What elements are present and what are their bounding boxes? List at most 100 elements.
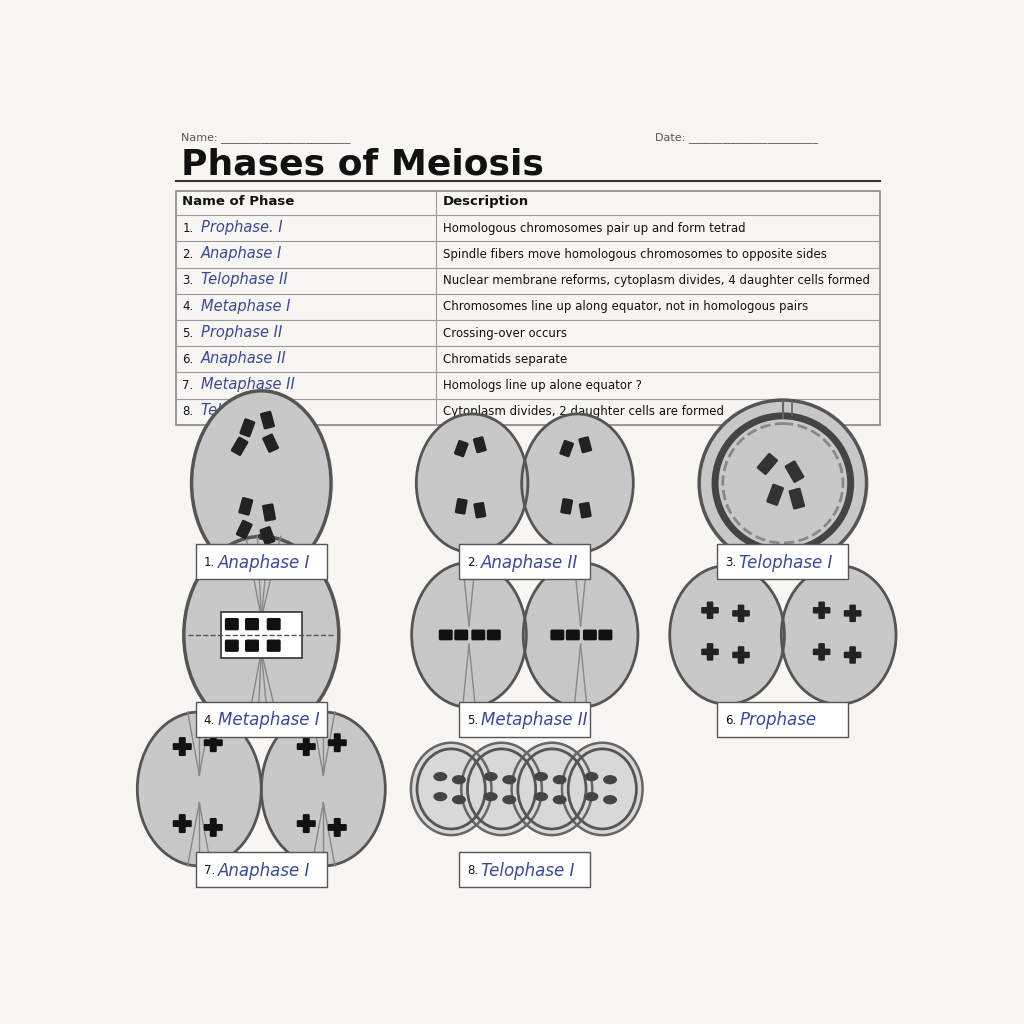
Text: 8.: 8. bbox=[467, 864, 478, 877]
FancyBboxPatch shape bbox=[297, 743, 315, 750]
FancyBboxPatch shape bbox=[245, 640, 259, 652]
Text: Metaphase I: Metaphase I bbox=[217, 712, 319, 729]
Text: Phases of Meiosis: Phases of Meiosis bbox=[180, 147, 544, 181]
Ellipse shape bbox=[535, 772, 548, 781]
Text: Anaphase II: Anaphase II bbox=[201, 351, 287, 366]
FancyBboxPatch shape bbox=[473, 436, 486, 454]
Text: Name: _______________________: Name: _______________________ bbox=[180, 132, 350, 143]
Ellipse shape bbox=[503, 775, 516, 784]
Text: 4.: 4. bbox=[204, 714, 215, 727]
FancyBboxPatch shape bbox=[266, 618, 281, 631]
FancyBboxPatch shape bbox=[732, 610, 750, 616]
FancyBboxPatch shape bbox=[737, 604, 744, 623]
Ellipse shape bbox=[261, 712, 385, 866]
Ellipse shape bbox=[535, 792, 548, 801]
FancyBboxPatch shape bbox=[844, 651, 861, 658]
FancyBboxPatch shape bbox=[179, 737, 185, 756]
Text: Telophase I: Telophase I bbox=[201, 403, 284, 419]
FancyBboxPatch shape bbox=[455, 498, 468, 515]
Ellipse shape bbox=[521, 414, 633, 553]
Ellipse shape bbox=[483, 772, 498, 781]
FancyBboxPatch shape bbox=[230, 436, 249, 456]
Ellipse shape bbox=[781, 565, 896, 705]
Text: 6.: 6. bbox=[725, 714, 736, 727]
FancyBboxPatch shape bbox=[732, 651, 750, 658]
Ellipse shape bbox=[585, 792, 598, 801]
FancyBboxPatch shape bbox=[579, 436, 592, 454]
FancyBboxPatch shape bbox=[460, 544, 590, 580]
Ellipse shape bbox=[699, 400, 866, 566]
FancyBboxPatch shape bbox=[262, 504, 276, 521]
Ellipse shape bbox=[553, 795, 566, 804]
FancyBboxPatch shape bbox=[566, 630, 580, 640]
FancyBboxPatch shape bbox=[297, 820, 315, 827]
FancyBboxPatch shape bbox=[849, 604, 856, 623]
Text: 2.: 2. bbox=[467, 556, 478, 569]
Text: Anaphase I: Anaphase I bbox=[217, 861, 310, 880]
FancyBboxPatch shape bbox=[438, 630, 453, 640]
FancyBboxPatch shape bbox=[473, 502, 486, 518]
FancyBboxPatch shape bbox=[303, 737, 309, 756]
Ellipse shape bbox=[603, 795, 617, 804]
Ellipse shape bbox=[585, 772, 598, 781]
FancyBboxPatch shape bbox=[260, 411, 275, 429]
FancyBboxPatch shape bbox=[259, 526, 275, 545]
Text: Date: _______________________: Date: _______________________ bbox=[655, 132, 818, 143]
Text: Metaphase II: Metaphase II bbox=[481, 712, 588, 729]
FancyBboxPatch shape bbox=[210, 733, 217, 753]
Text: Homologs line up alone equator ?: Homologs line up alone equator ? bbox=[442, 379, 642, 392]
FancyBboxPatch shape bbox=[701, 648, 719, 655]
FancyBboxPatch shape bbox=[718, 544, 848, 580]
Ellipse shape bbox=[433, 772, 447, 781]
FancyBboxPatch shape bbox=[454, 440, 469, 458]
FancyBboxPatch shape bbox=[559, 440, 574, 458]
FancyBboxPatch shape bbox=[844, 610, 861, 616]
FancyBboxPatch shape bbox=[328, 739, 347, 746]
Text: 2.: 2. bbox=[182, 248, 194, 261]
Text: Prophase: Prophase bbox=[739, 712, 816, 729]
Text: 4.: 4. bbox=[182, 300, 194, 313]
FancyBboxPatch shape bbox=[813, 648, 830, 655]
Ellipse shape bbox=[562, 742, 643, 836]
Text: Telophase I: Telophase I bbox=[739, 554, 833, 571]
FancyBboxPatch shape bbox=[766, 483, 784, 506]
FancyBboxPatch shape bbox=[225, 640, 239, 652]
FancyBboxPatch shape bbox=[737, 646, 744, 664]
FancyBboxPatch shape bbox=[583, 630, 597, 640]
Text: Telophase II: Telophase II bbox=[201, 272, 288, 288]
FancyBboxPatch shape bbox=[204, 824, 223, 830]
FancyBboxPatch shape bbox=[784, 461, 805, 483]
FancyBboxPatch shape bbox=[266, 640, 281, 652]
Text: Chromatids separate: Chromatids separate bbox=[442, 353, 567, 366]
Ellipse shape bbox=[411, 742, 492, 836]
FancyBboxPatch shape bbox=[240, 418, 255, 437]
FancyBboxPatch shape bbox=[818, 643, 825, 660]
Ellipse shape bbox=[412, 562, 526, 708]
Text: Metaphase I: Metaphase I bbox=[201, 299, 291, 313]
Ellipse shape bbox=[670, 565, 784, 705]
Text: Chromosomes line up along equator, not in homologous pairs: Chromosomes line up along equator, not i… bbox=[442, 300, 808, 313]
Text: Telophase I: Telophase I bbox=[481, 861, 574, 880]
Text: Metaphase II: Metaphase II bbox=[201, 377, 295, 392]
FancyBboxPatch shape bbox=[303, 814, 309, 834]
FancyBboxPatch shape bbox=[486, 630, 501, 640]
FancyBboxPatch shape bbox=[196, 852, 327, 888]
FancyBboxPatch shape bbox=[455, 630, 468, 640]
Text: Nuclear membrane reforms, cytoplasm divides, 4 daughter cells formed: Nuclear membrane reforms, cytoplasm divi… bbox=[442, 274, 869, 287]
FancyBboxPatch shape bbox=[598, 630, 612, 640]
Text: Crossing-over occurs: Crossing-over occurs bbox=[442, 327, 566, 340]
Text: 3.: 3. bbox=[725, 556, 736, 569]
Text: Anaphase I: Anaphase I bbox=[217, 554, 310, 571]
FancyBboxPatch shape bbox=[818, 601, 825, 620]
FancyBboxPatch shape bbox=[328, 824, 347, 830]
Text: Name of Phase: Name of Phase bbox=[182, 196, 295, 208]
FancyBboxPatch shape bbox=[245, 618, 259, 631]
FancyBboxPatch shape bbox=[179, 814, 185, 834]
FancyBboxPatch shape bbox=[460, 852, 590, 888]
Text: Cytoplasm divides, 2 daughter cells are formed: Cytoplasm divides, 2 daughter cells are … bbox=[442, 406, 724, 418]
Ellipse shape bbox=[433, 792, 447, 801]
Ellipse shape bbox=[512, 742, 592, 836]
FancyBboxPatch shape bbox=[239, 497, 253, 516]
FancyBboxPatch shape bbox=[460, 701, 590, 737]
FancyBboxPatch shape bbox=[210, 818, 217, 837]
